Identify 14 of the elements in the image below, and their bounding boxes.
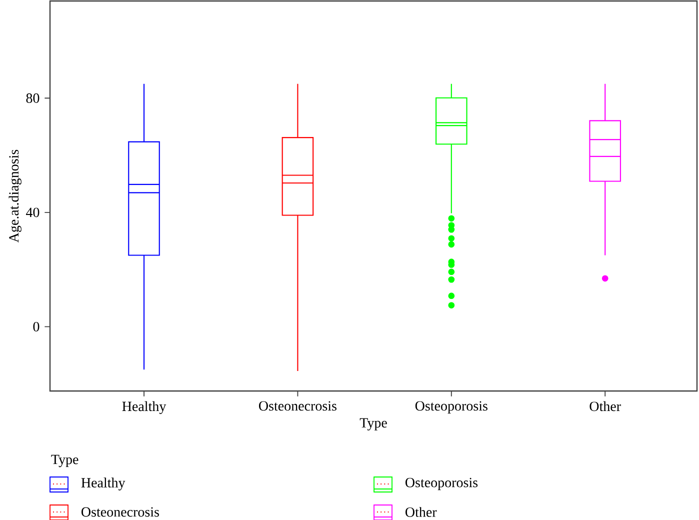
- y-axis-title: Age.at.diagnosis: [8, 150, 22, 242]
- x-tick-label: Osteoporosis: [415, 401, 488, 414]
- x-tick-label: Other: [590, 401, 621, 412]
- legend-label: Healthy: [81, 478, 126, 490]
- y-tick-label: 0: [33, 322, 40, 332]
- legend-label: Other: [406, 507, 437, 517]
- legend-title: Type: [51, 454, 78, 468]
- y-tick-label: 40: [26, 208, 40, 218]
- x-axis-title: Type: [360, 418, 387, 430]
- y-tick-label: 80: [26, 93, 40, 103]
- legend-label: Osteoporosis: [406, 478, 478, 490]
- x-tick-label: Healthy: [122, 401, 166, 414]
- x-tick-label: Osteonecrosis: [259, 401, 336, 411]
- legend-label: Osteonecrosis: [82, 507, 159, 517]
